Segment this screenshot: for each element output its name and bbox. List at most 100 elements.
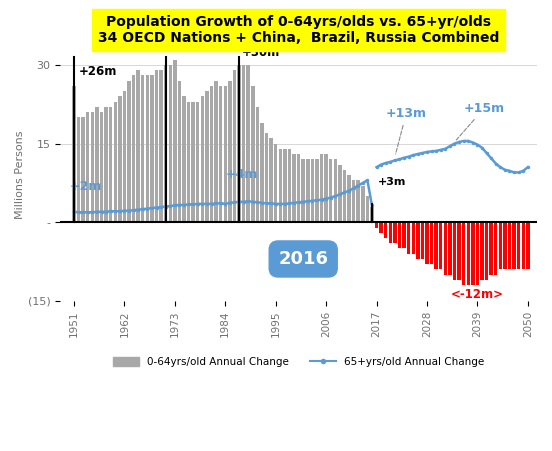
Bar bbox=[462, 222, 465, 285]
Bar bbox=[251, 86, 254, 222]
Bar bbox=[150, 75, 153, 222]
Bar bbox=[315, 159, 319, 222]
Bar bbox=[320, 154, 323, 222]
Bar bbox=[458, 222, 461, 280]
Bar bbox=[283, 149, 286, 222]
Bar bbox=[393, 222, 396, 243]
Bar bbox=[187, 101, 190, 222]
Bar bbox=[293, 154, 296, 222]
Legend: 0-64yrs/old Annual Change, 65+yrs/old Annual Change: 0-64yrs/old Annual Change, 65+yrs/old An… bbox=[109, 353, 489, 371]
Bar bbox=[256, 107, 259, 222]
Bar bbox=[210, 86, 213, 222]
Bar bbox=[205, 91, 209, 222]
Bar bbox=[411, 222, 415, 254]
Bar bbox=[192, 101, 195, 222]
Bar bbox=[219, 86, 222, 222]
Text: <-12m>: <-12m> bbox=[451, 288, 504, 301]
Bar bbox=[407, 222, 410, 254]
Bar bbox=[155, 70, 158, 222]
Title: Population Growth of 0-64yrs/olds vs. 65+yr/olds
34 OECD Nations + China,  Brazi: Population Growth of 0-64yrs/olds vs. 65… bbox=[98, 15, 500, 45]
Bar bbox=[306, 159, 310, 222]
Bar bbox=[118, 97, 121, 222]
Bar bbox=[365, 196, 369, 222]
Bar bbox=[476, 222, 479, 285]
Bar bbox=[136, 70, 140, 222]
Bar bbox=[146, 75, 149, 222]
Bar bbox=[434, 222, 438, 269]
Bar bbox=[439, 222, 443, 269]
Bar bbox=[421, 222, 424, 259]
Bar bbox=[301, 159, 305, 222]
Bar bbox=[522, 222, 525, 269]
Bar bbox=[109, 107, 113, 222]
Bar bbox=[329, 159, 332, 222]
Bar bbox=[265, 133, 268, 222]
Bar bbox=[480, 222, 484, 280]
Bar bbox=[141, 75, 145, 222]
Bar bbox=[325, 154, 328, 222]
Bar bbox=[247, 65, 250, 222]
Bar bbox=[237, 65, 241, 222]
Bar bbox=[338, 165, 342, 222]
Bar bbox=[333, 159, 337, 222]
Bar bbox=[347, 175, 351, 222]
Bar bbox=[389, 222, 392, 243]
Text: +3m: +3m bbox=[378, 177, 406, 187]
Bar bbox=[357, 180, 360, 222]
Bar bbox=[466, 222, 470, 285]
Bar bbox=[430, 222, 433, 264]
Bar bbox=[517, 222, 521, 269]
Bar bbox=[228, 81, 232, 222]
Bar bbox=[379, 222, 383, 233]
Bar bbox=[214, 81, 218, 222]
Bar bbox=[416, 222, 420, 259]
Text: +13m: +13m bbox=[386, 107, 427, 154]
Bar bbox=[494, 222, 497, 275]
Bar bbox=[498, 222, 502, 269]
Bar bbox=[91, 112, 94, 222]
Bar bbox=[164, 65, 167, 222]
Bar bbox=[485, 222, 489, 280]
Bar bbox=[453, 222, 456, 280]
Bar bbox=[95, 107, 99, 222]
Bar bbox=[128, 81, 131, 222]
Bar bbox=[178, 81, 181, 222]
Bar bbox=[398, 222, 401, 249]
Text: +2m: +2m bbox=[70, 180, 102, 193]
Bar bbox=[200, 97, 204, 222]
Bar bbox=[508, 222, 511, 269]
Y-axis label: Millions Persons: Millions Persons bbox=[15, 131, 25, 219]
Bar bbox=[297, 154, 300, 222]
Text: +4m: +4m bbox=[225, 168, 258, 181]
Bar bbox=[490, 222, 493, 275]
Bar bbox=[168, 65, 172, 222]
Bar bbox=[526, 222, 529, 269]
Bar bbox=[375, 222, 378, 227]
Bar bbox=[343, 170, 346, 222]
Bar bbox=[242, 65, 245, 222]
Bar bbox=[512, 222, 516, 269]
Bar bbox=[132, 75, 135, 222]
Bar bbox=[402, 222, 406, 249]
Bar bbox=[77, 117, 80, 222]
Bar bbox=[260, 123, 264, 222]
Bar bbox=[288, 149, 291, 222]
Bar bbox=[100, 112, 103, 222]
Bar bbox=[182, 97, 185, 222]
Bar bbox=[173, 60, 177, 222]
Bar bbox=[160, 70, 163, 222]
Bar bbox=[384, 222, 388, 238]
Bar bbox=[86, 112, 89, 222]
Bar bbox=[352, 180, 355, 222]
Bar bbox=[82, 117, 85, 222]
Bar bbox=[448, 222, 452, 275]
Bar bbox=[361, 185, 364, 222]
Bar bbox=[279, 149, 282, 222]
Text: 2016: 2016 bbox=[278, 250, 328, 268]
Bar bbox=[274, 143, 278, 222]
Text: +31m: +31m bbox=[147, 40, 185, 53]
Bar bbox=[311, 159, 314, 222]
Bar bbox=[471, 222, 475, 285]
Bar bbox=[425, 222, 429, 264]
Bar bbox=[72, 86, 76, 222]
